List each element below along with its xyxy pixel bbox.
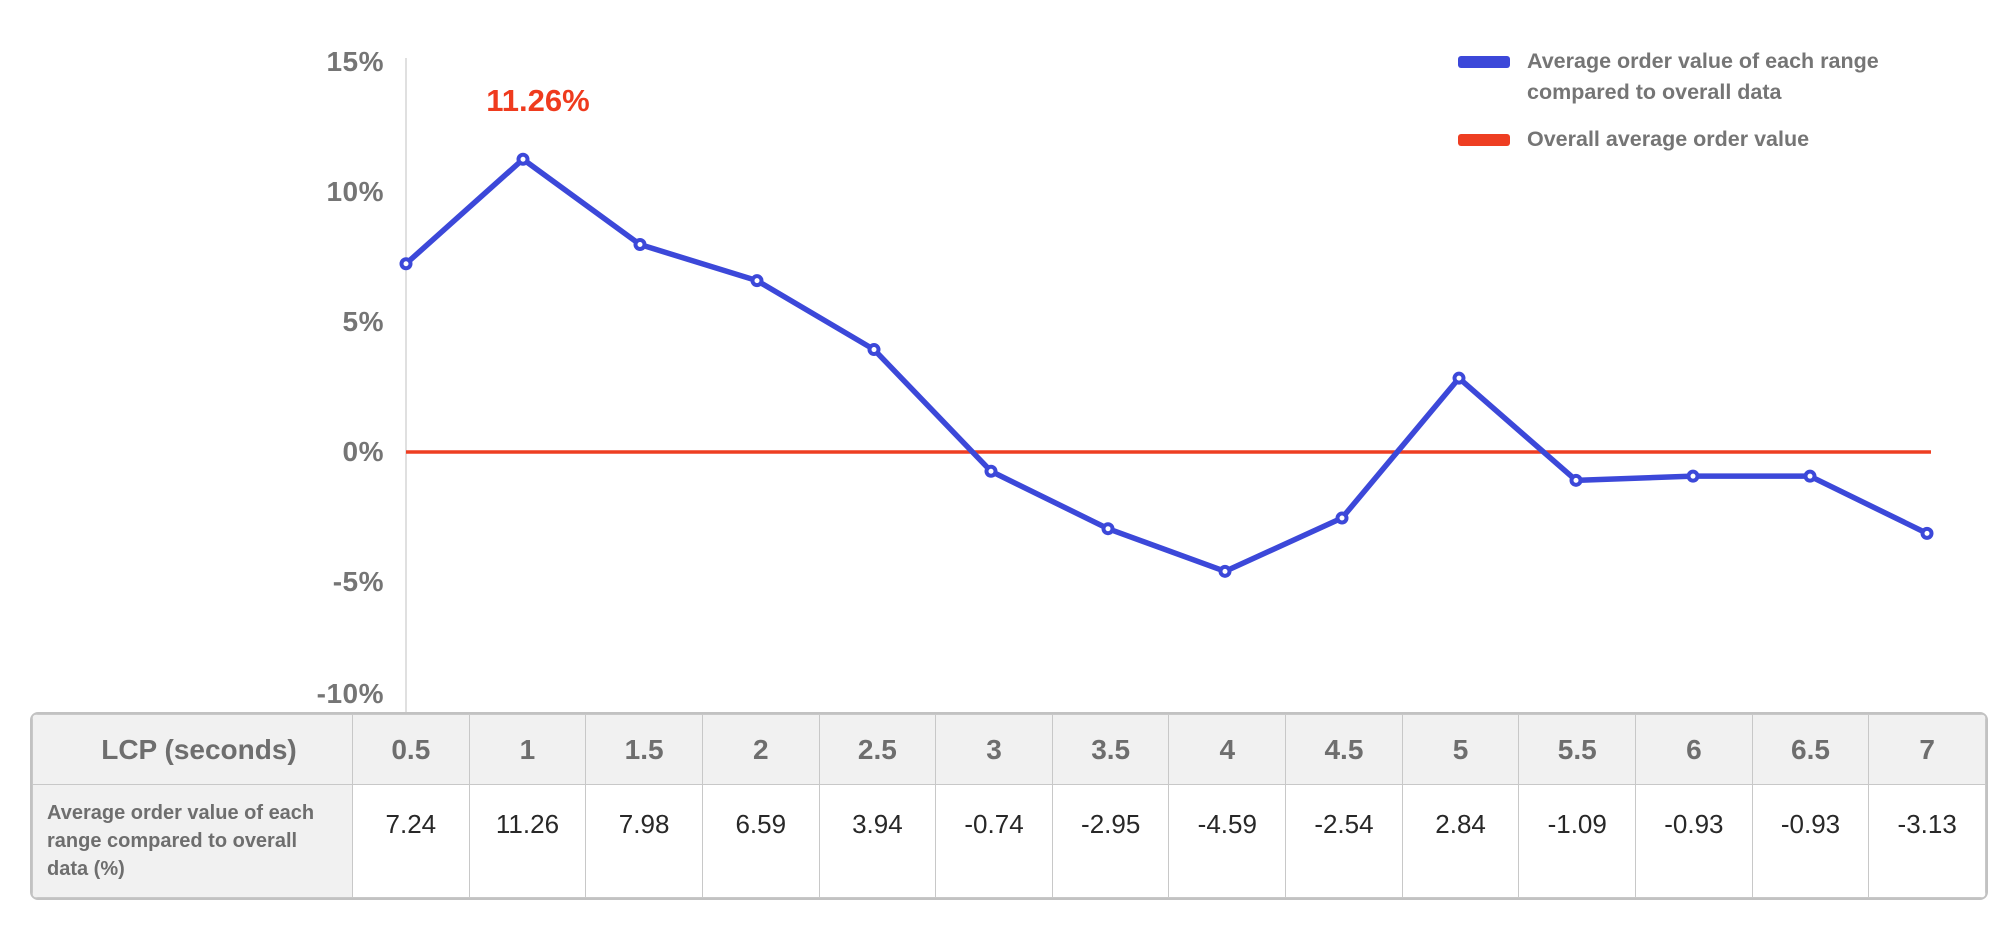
series-line-swatch [1458,56,1510,68]
legend-label: Overall average order value [1527,127,1810,152]
lcp-header-cell: LCP (seconds) [32,714,353,785]
overall-line-swatch [1458,134,1510,147]
data-point[interactable] [399,257,413,271]
data-point[interactable] [1569,473,1583,487]
line-chart-plot[interactable] [0,0,2000,712]
data-point[interactable] [516,152,530,166]
column-header-cell: 1.5 [585,714,703,785]
legend: Average order value of each range compar… [1458,46,1928,172]
data-point[interactable] [633,238,647,252]
value-cell: 11.26 [468,784,587,898]
value-cell: 2.84 [1401,784,1520,898]
peak-annotation: 11.26% [486,83,590,119]
column-header-cell: 3 [935,714,1053,785]
table-header-row: LCP (seconds) 0.5 1 1.5 2 2.5 3 3.5 4 4.5 5 5.5 6 6.… [32,714,1986,785]
data-point[interactable] [1920,526,1934,540]
value-cell: -0.74 [935,784,1053,898]
row-label-cell: Average order value of each range compar… [32,784,353,898]
data-point[interactable] [750,274,764,288]
value-cell: -0.93 [1635,784,1753,898]
value-cell: -4.59 [1168,784,1287,898]
legend-label: Average order value of each range compar… [1527,49,1879,105]
data-point[interactable] [1452,371,1466,385]
legend-item-overall: Overall average order value [1458,124,1928,155]
data-point[interactable] [1218,564,1232,578]
y-axis-tick: 5% [342,306,384,337]
column-header-cell: 3.5 [1051,714,1170,785]
value-cell: 7.98 [585,784,703,898]
legend-item-series: Average order value of each range compar… [1458,46,1928,108]
column-header-cell: 6 [1635,714,1753,785]
table-value-row: Average order value of each range compar… [32,784,1986,898]
value-cell: -1.09 [1518,784,1637,898]
value-cell: -0.93 [1751,784,1870,898]
column-header-cell: 5 [1401,714,1520,785]
column-header-cell: 0.5 [352,714,470,785]
value-cell: 3.94 [818,784,937,898]
column-header-cell: 2.5 [818,714,937,785]
y-axis-tick: 15% [326,46,384,77]
value-cell: -3.13 [1868,784,1986,898]
data-point[interactable] [1335,511,1349,525]
series-line [403,156,1930,575]
y-axis-tick: 10% [326,176,384,207]
column-header-cell: 6.5 [1751,714,1870,785]
column-header-cell: 4 [1168,714,1287,785]
y-axis-tick: -10% [316,678,384,709]
data-point[interactable] [1686,469,1700,483]
value-cell: -2.95 [1051,784,1170,898]
column-header-cell: 1 [468,714,587,785]
y-axis-tick: 0% [342,436,384,467]
data-point[interactable] [867,343,881,357]
y-axis-tick: -5% [332,566,384,597]
value-cell: 6.59 [701,784,820,898]
data-point[interactable] [984,464,998,478]
column-header-cell: 2 [701,714,820,785]
column-header-cell: 5.5 [1518,714,1637,785]
column-header-cell: 7 [1868,714,1986,785]
column-header-cell: 4.5 [1285,714,1403,785]
value-cell: -2.54 [1285,784,1403,898]
data-table: LCP (seconds) 0.5 1 1.5 2 2.5 3 3.5 4 4.5 5 5.5 6 6.… [30,712,1988,900]
data-point[interactable] [1101,522,1115,536]
data-point[interactable] [1803,469,1817,483]
value-cell: 7.24 [352,784,470,898]
